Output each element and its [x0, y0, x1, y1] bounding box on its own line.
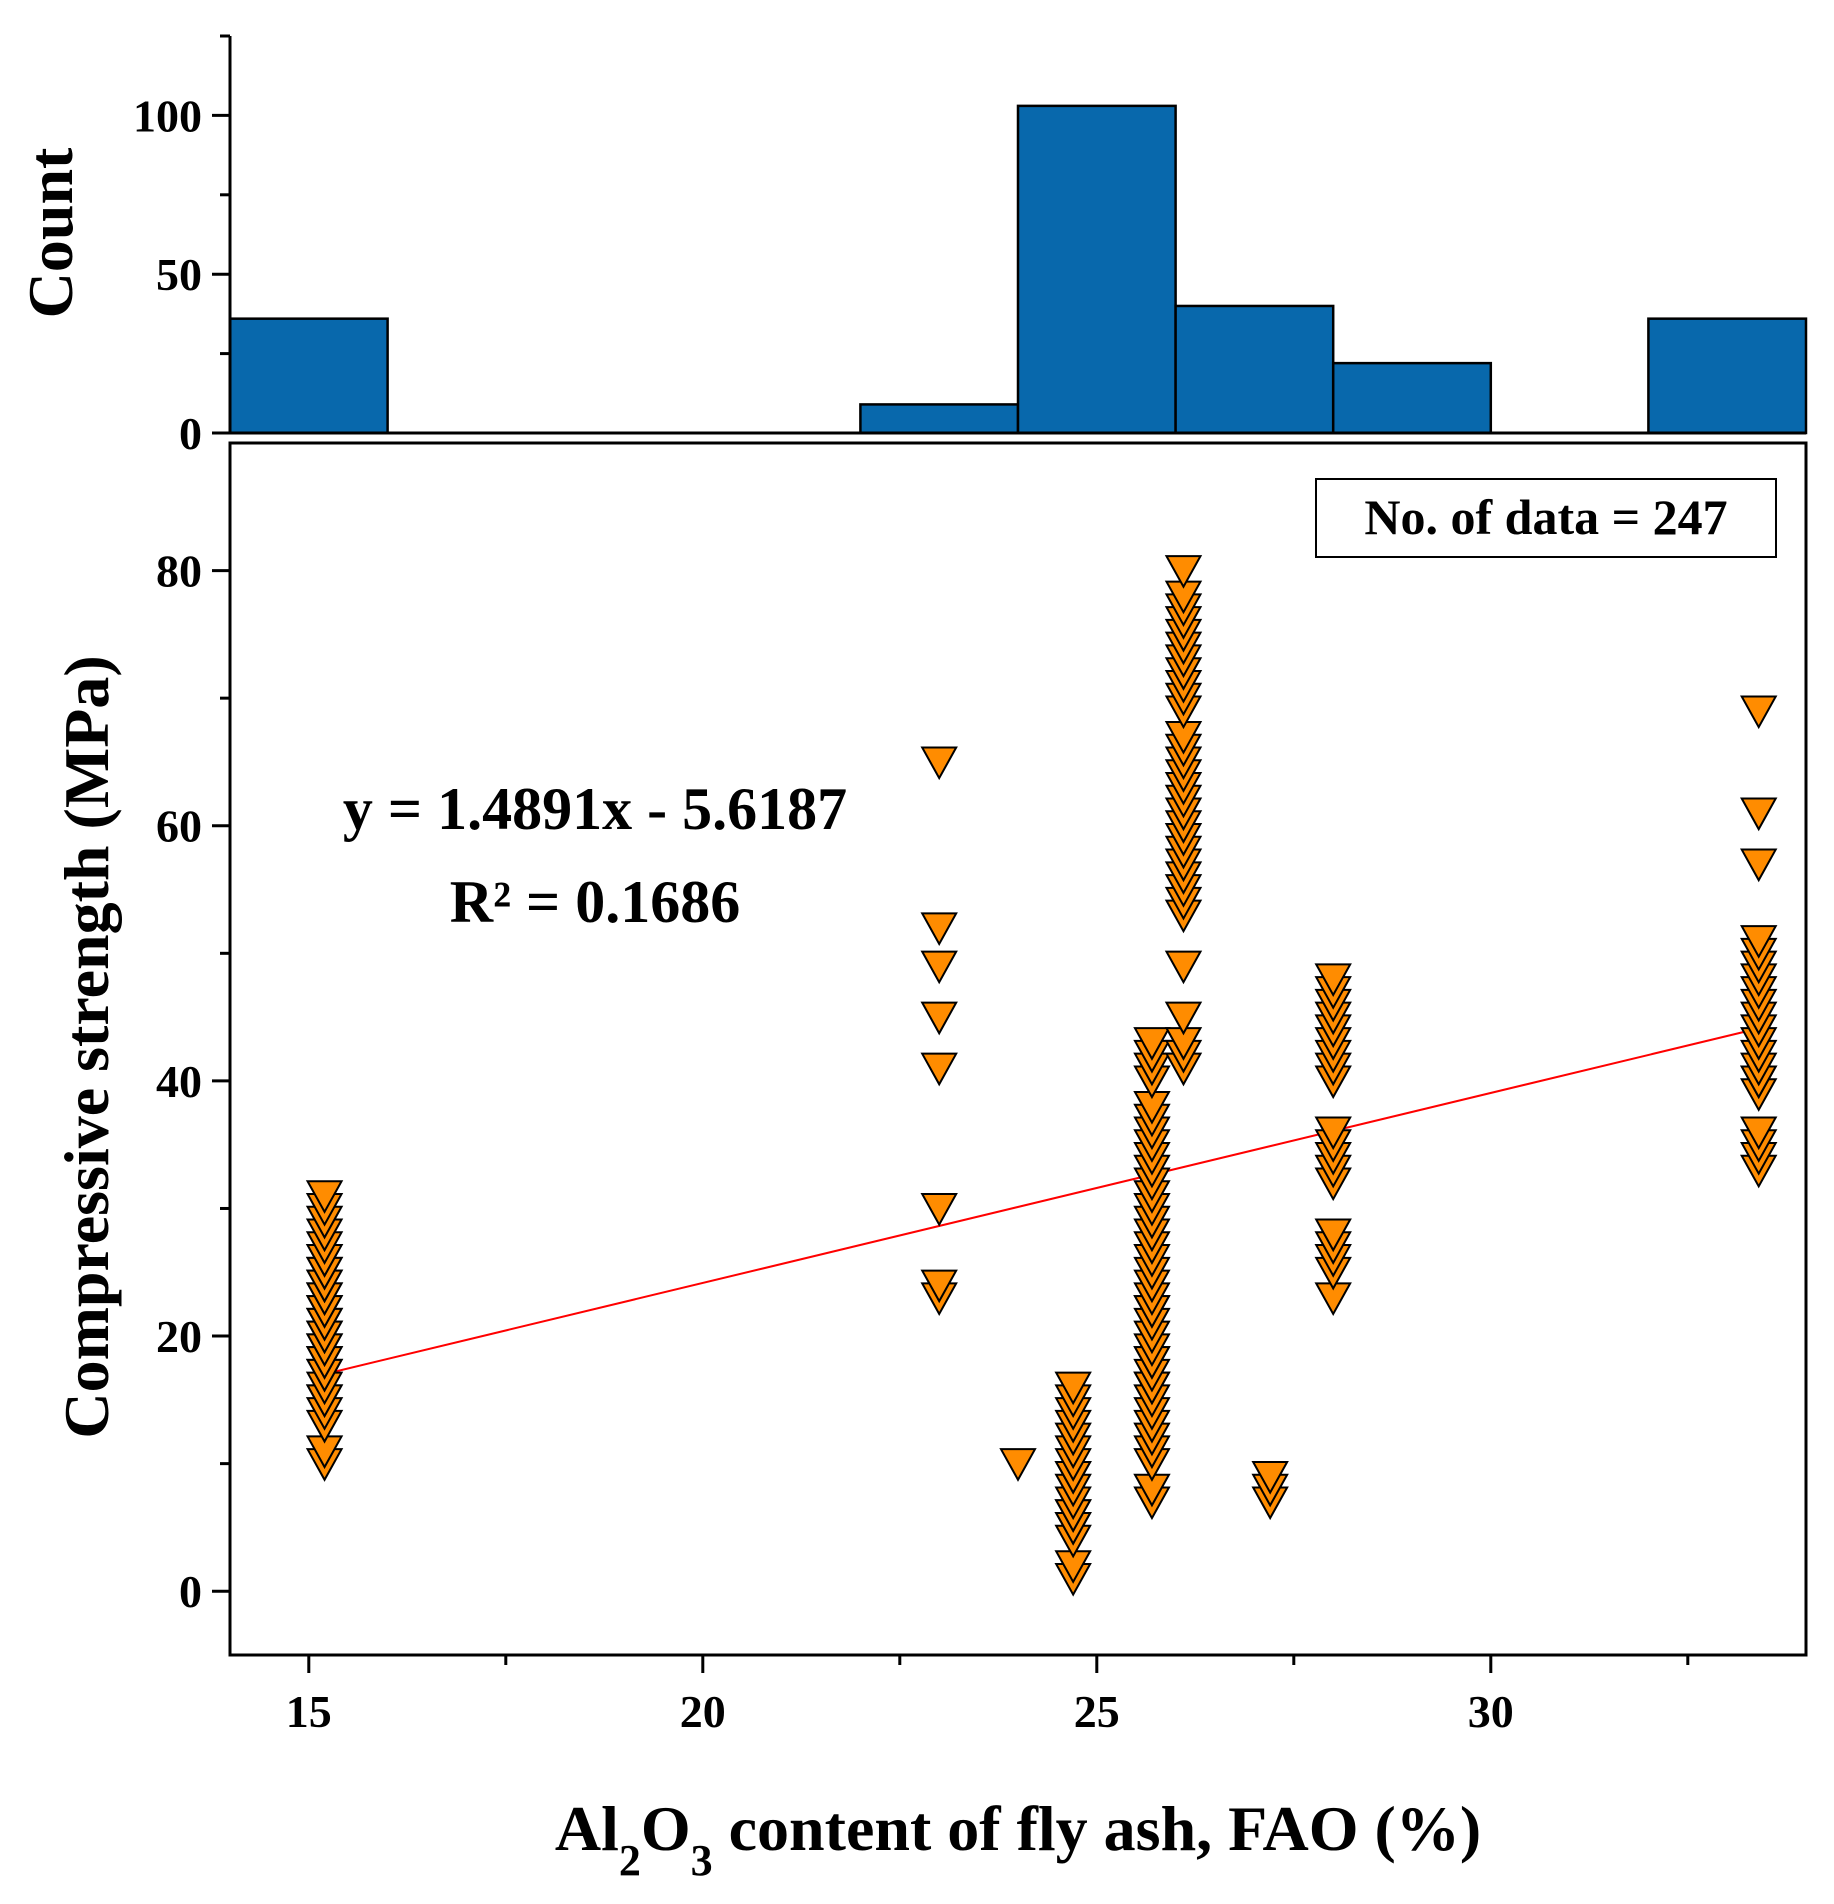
histogram-y-tick-label-100: 100 — [133, 90, 202, 141]
histogram-y-axis-title: Count — [15, 147, 86, 318]
scatter-y-axis-title: Compressive strength (MPa) — [51, 655, 122, 1438]
data-point-3-17 — [1054, 1371, 1092, 1406]
data-point-1-4 — [920, 1001, 958, 1036]
histogram-y-tick-label-50: 50 — [156, 249, 202, 300]
data-point-1-1 — [920, 1269, 958, 1304]
scatter-x-tick-label-15: 15 — [286, 1686, 332, 1737]
histogram-bar-3 — [1174, 304, 1335, 435]
scatter-y-tick-label-20: 20 — [156, 1311, 202, 1362]
histogram-panel: 0 50 100 Count — [15, 34, 1808, 459]
data-point-8-20 — [1740, 695, 1778, 730]
data-point-2-0 — [999, 1448, 1037, 1482]
scatter-panel: 0 20 40 60 80 15 20 25 30 y = 1.4891x - 5.6187 R… — [51, 441, 1808, 1885]
legend-text: No. of data = 247 — [1364, 489, 1727, 545]
histogram-bars — [228, 104, 1808, 435]
histogram-bar-2 — [1016, 104, 1177, 435]
histogram-bar-0 — [228, 317, 389, 435]
data-point-7-9 — [1314, 1116, 1352, 1151]
scatter-y-tick-label-60: 60 — [156, 801, 202, 852]
data-point-1-6 — [920, 912, 958, 947]
data-point-5-4 — [1164, 950, 1203, 985]
data-point-4-37 — [1133, 1027, 1171, 1061]
scatter-axes: 0 20 40 60 80 15 20 25 30 — [156, 546, 1690, 1737]
histogram-bar-1 — [859, 403, 1020, 435]
data-point-8-19 — [1740, 797, 1778, 832]
histogram-bar-5 — [1647, 317, 1808, 435]
data-point-8-18 — [1740, 848, 1778, 883]
scatter-plot-frame — [228, 441, 1808, 1657]
x-title-part-o: O — [641, 1793, 691, 1864]
data-point-0-31 — [305, 1180, 344, 1214]
scatter-x-axis-title: Al2O3 content of fly ash, FAO (%) — [555, 1793, 1481, 1885]
scatter-markers — [305, 555, 1778, 1597]
x-title-subscript-2: 2 — [619, 1836, 641, 1885]
histogram-y-tick-label-0: 0 — [179, 408, 202, 459]
scatter-x-tick-label-20: 20 — [680, 1686, 726, 1737]
scatter-y-tick-label-0: 0 — [179, 1566, 202, 1617]
data-point-1-3 — [920, 1052, 958, 1087]
scatter-y-tick-label-40: 40 — [156, 1056, 202, 1107]
regression-line — [324, 1027, 1759, 1376]
data-point-5-30 — [1164, 555, 1203, 589]
data-point-5-3 — [1164, 1001, 1203, 1036]
scatter-y-tick-label-80: 80 — [156, 546, 202, 597]
regression-equation: y = 1.4891x - 5.6187 — [343, 776, 847, 842]
x-title-part-rest: content of fly ash, FAO (%) — [713, 1793, 1482, 1864]
histogram-axes: 0 50 100 — [133, 34, 1806, 459]
data-point-1-5 — [920, 950, 958, 985]
x-title-subscript-3: 3 — [691, 1836, 713, 1885]
data-point-7-4 — [1314, 1218, 1352, 1253]
legend-box — [1315, 478, 1777, 558]
r-squared-label: R² = 0.1686 — [450, 869, 741, 935]
data-count-legend: No. of data = 247 — [1315, 478, 1777, 558]
histogram-bar-4 — [1331, 361, 1493, 435]
data-point-8-17 — [1740, 925, 1778, 959]
data-point-1-2 — [920, 1193, 958, 1227]
data-point-8-3 — [1740, 1116, 1778, 1151]
data-point-6-2 — [1251, 1460, 1289, 1495]
data-point-1-7 — [920, 746, 958, 781]
scatter-x-tick-label-30: 30 — [1468, 1686, 1514, 1737]
scatter-x-tick-label-25: 25 — [1074, 1686, 1120, 1737]
x-title-part-al: Al — [555, 1793, 619, 1864]
data-point-7-18 — [1314, 963, 1352, 998]
